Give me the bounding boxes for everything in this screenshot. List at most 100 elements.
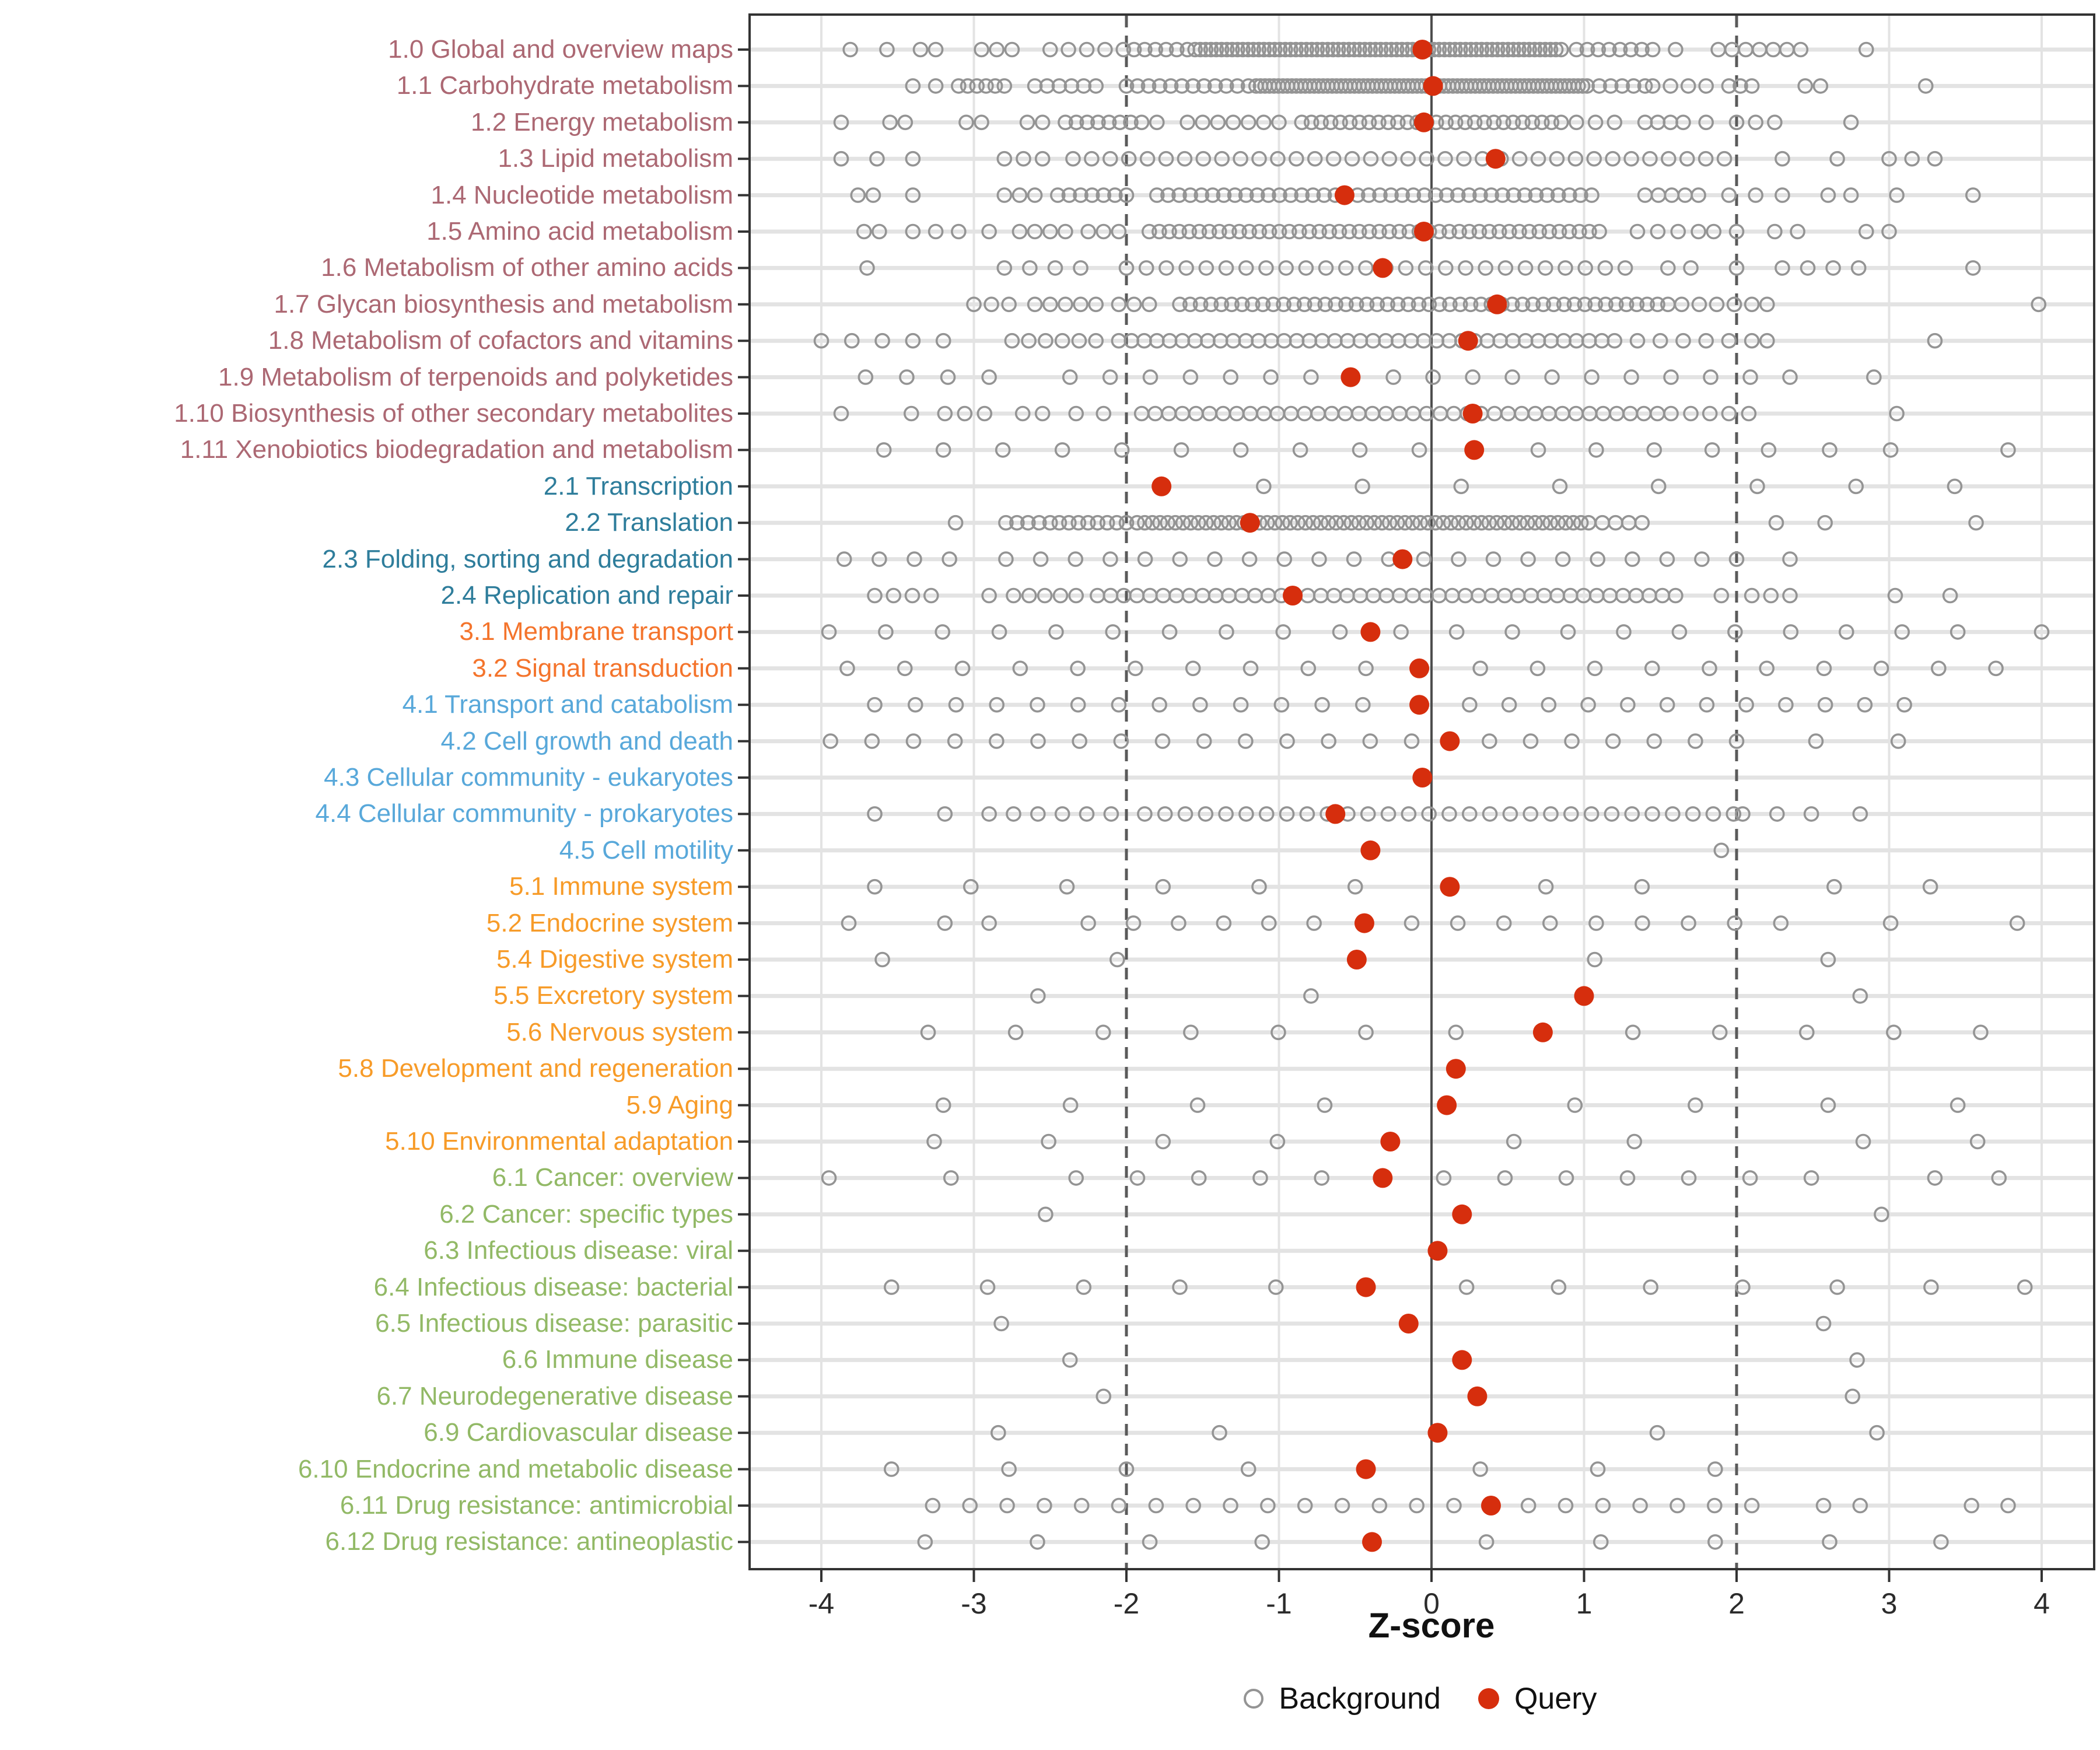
- background-point: [1391, 223, 1408, 240]
- background-point: [1342, 114, 1358, 131]
- background-point: [1447, 41, 1463, 58]
- background-point: [1623, 41, 1639, 58]
- background-point: [1479, 41, 1495, 58]
- background-point: [1494, 41, 1511, 58]
- background-point: [1550, 1279, 1567, 1295]
- background-point: [1778, 696, 1794, 713]
- background-point: [1820, 951, 1836, 968]
- background-point: [1588, 442, 1604, 458]
- background-point: [2031, 296, 2047, 313]
- background-point: [897, 660, 913, 677]
- background-point: [1042, 223, 1058, 240]
- background-point: [993, 1315, 1009, 1332]
- background-point: [1852, 1497, 1868, 1514]
- background-point: [1261, 41, 1278, 58]
- row-label: 6.5 Infectious disease: parasitic: [375, 1309, 733, 1338]
- legend-item-query: Query: [1478, 1681, 1597, 1716]
- background-point: [1118, 78, 1135, 94]
- background-point: [905, 332, 921, 349]
- background-point: [1463, 41, 1479, 58]
- background-point: [1462, 296, 1479, 313]
- background-point: [1152, 696, 1167, 713]
- background-point: [1441, 223, 1457, 240]
- background-point: [822, 733, 838, 749]
- background-point: [1577, 260, 1593, 276]
- background-point: [1318, 260, 1334, 276]
- background-point: [1527, 41, 1543, 58]
- background-point: [1068, 551, 1084, 567]
- background-point: [1401, 806, 1417, 822]
- background-point: [1665, 806, 1681, 822]
- row-label: 1.2 Energy metabolism: [471, 107, 733, 136]
- background-point: [935, 624, 951, 640]
- background-point: [1140, 78, 1157, 94]
- background-point: [1506, 1133, 1522, 1150]
- background-point: [1608, 296, 1624, 313]
- background-point: [1458, 1279, 1475, 1295]
- background-point: [1534, 114, 1550, 131]
- background-point: [1300, 660, 1317, 677]
- query-point: [1423, 76, 1443, 96]
- background-point: [1141, 296, 1157, 313]
- background-point: [1703, 369, 1718, 385]
- background-point: [1742, 369, 1758, 385]
- background-point: [833, 405, 849, 422]
- background-point: [1068, 114, 1084, 131]
- background-point: [1590, 1461, 1606, 1477]
- background-point: [1763, 587, 1779, 604]
- background-point: [1481, 223, 1497, 240]
- background-point: [1227, 187, 1243, 203]
- background-point: [1683, 405, 1699, 422]
- background-point: [867, 806, 883, 822]
- background-point: [1506, 41, 1521, 58]
- background-point: [1942, 587, 1958, 604]
- background-point: [1196, 733, 1212, 749]
- background-point: [1716, 150, 1732, 167]
- background-point: [1441, 806, 1457, 822]
- background-point: [960, 78, 976, 94]
- background-point: [1163, 78, 1179, 94]
- background-point: [977, 405, 993, 422]
- background-point: [1760, 442, 1777, 458]
- background-point: [1451, 514, 1466, 531]
- background-point: [1027, 187, 1043, 203]
- background-point: [1520, 1497, 1536, 1514]
- background-point: [1249, 187, 1265, 203]
- query-point: [1325, 804, 1346, 824]
- background-point: [1748, 187, 1763, 203]
- background-point: [1099, 514, 1115, 531]
- background-point: [1126, 296, 1142, 313]
- background-point: [948, 696, 964, 713]
- background-point: [1283, 41, 1298, 58]
- background-point: [1567, 1097, 1583, 1113]
- background-point: [1721, 405, 1737, 422]
- background-point: [1178, 260, 1194, 276]
- background-point: [1580, 696, 1596, 713]
- background-point: [1389, 41, 1405, 58]
- background-point: [844, 332, 860, 349]
- background-point: [1267, 514, 1283, 531]
- background-point: [937, 806, 953, 822]
- background-point: [974, 114, 989, 131]
- query-point: [1440, 877, 1460, 897]
- background-point: [996, 187, 1013, 203]
- row-label: 5.10 Environmental adaptation: [385, 1127, 733, 1156]
- background-point: [1573, 514, 1589, 531]
- background-point: [1881, 223, 1897, 240]
- background-point: [1561, 223, 1577, 240]
- background-point: [1194, 187, 1210, 203]
- background-point: [1706, 223, 1722, 240]
- background-point: [1759, 296, 1775, 313]
- background-point: [1744, 78, 1760, 94]
- background-point: [989, 696, 1005, 713]
- background-point: [1815, 1315, 1832, 1332]
- background-point: [1482, 806, 1498, 822]
- background-point: [1068, 1170, 1084, 1186]
- background-point: [1183, 1024, 1199, 1041]
- background-point: [1681, 915, 1696, 931]
- background-point: [1172, 296, 1188, 313]
- background-point: [1670, 1497, 1685, 1514]
- background-point: [1782, 369, 1798, 385]
- background-point: [1030, 733, 1046, 749]
- background-point: [1453, 478, 1469, 495]
